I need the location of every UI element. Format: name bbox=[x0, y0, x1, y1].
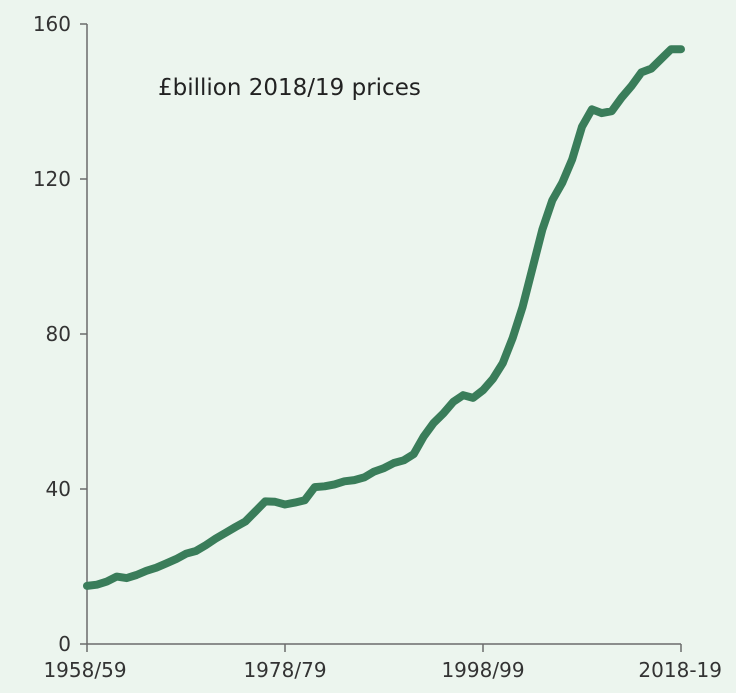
y-tick-label: 0 bbox=[58, 632, 71, 656]
x-tick-label: 1958/59 bbox=[43, 658, 126, 682]
x-tick-label: 1978/79 bbox=[243, 658, 326, 682]
y-tick-label: 80 bbox=[46, 322, 71, 346]
series-line bbox=[87, 49, 681, 586]
y-tick-label: 120 bbox=[33, 167, 71, 191]
x-tick-label: 2018-19 bbox=[638, 658, 722, 682]
y-tick-label: 40 bbox=[46, 477, 71, 501]
x-tick-label: 1998/99 bbox=[441, 658, 524, 682]
y-tick-label: 160 bbox=[33, 12, 71, 36]
chart-annotation: £billion 2018/19 prices bbox=[158, 75, 421, 101]
